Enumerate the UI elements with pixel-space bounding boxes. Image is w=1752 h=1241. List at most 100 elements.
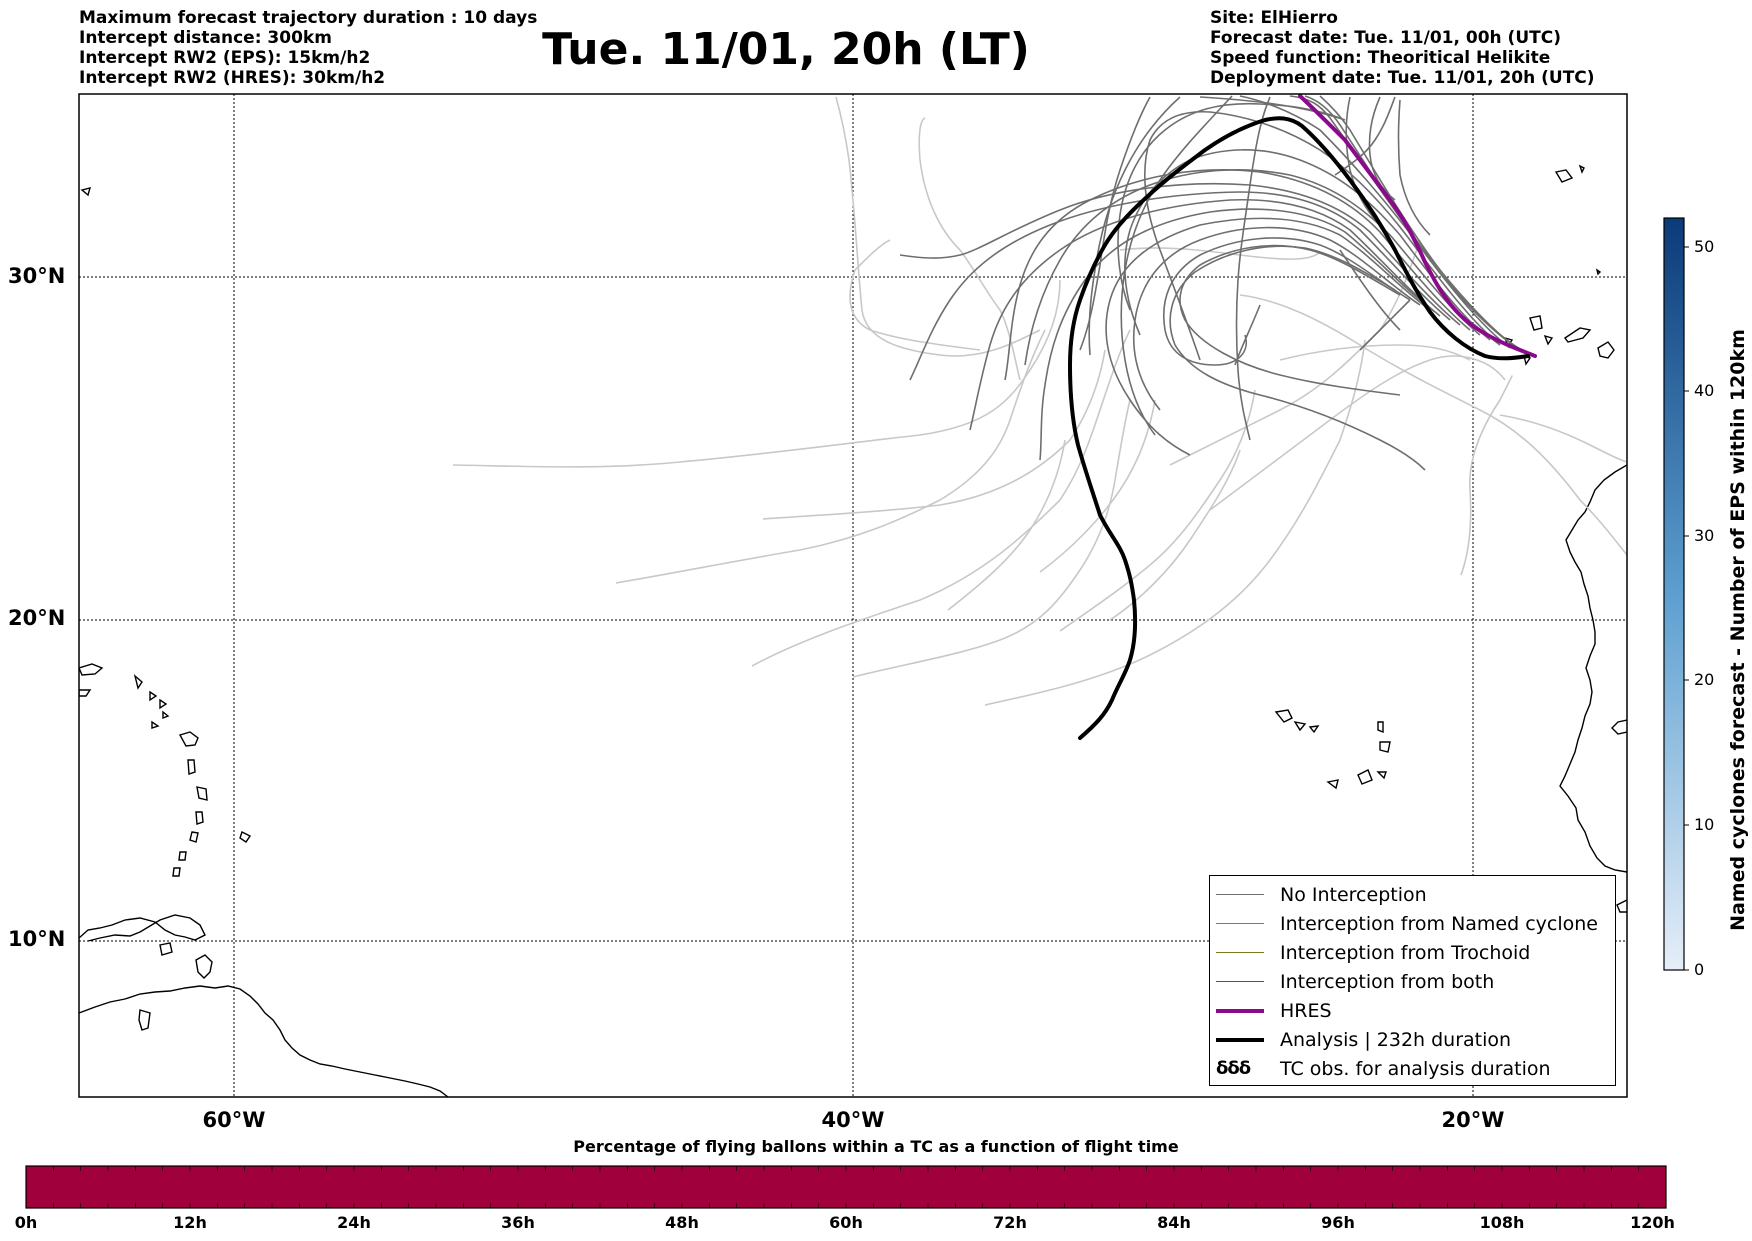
legend-swatch (1216, 952, 1264, 953)
coastline-antilles (79, 689, 92, 697)
page-title: Tue. 11/01, 20h (LT) (542, 24, 1030, 75)
legend-label: No Interception (1280, 883, 1427, 906)
lon-label-20w: 20°W (1441, 1108, 1505, 1132)
legend-label: Interception from Named cyclone (1280, 912, 1598, 935)
lon-label-40w: 40°W (821, 1108, 885, 1132)
legend-label: TC obs. for analysis duration (1280, 1057, 1551, 1080)
coastline-cape-verde (1326, 779, 1339, 790)
coastline-canary-islands (1597, 341, 1615, 359)
time-tick-label: 84h (1157, 1213, 1191, 1232)
eps-track (1235, 96, 1271, 441)
hres-track (1298, 94, 1537, 358)
coastline-antilles (162, 710, 170, 720)
coastline-antilles (178, 731, 199, 747)
coastline-antilles (196, 786, 208, 801)
lat-label-20n: 20°N (8, 606, 66, 630)
time-tick-label: 48h (665, 1213, 699, 1232)
eps-track (1234, 249, 1401, 366)
lat-label-30n: 30°N (8, 264, 66, 288)
eps-track (1109, 449, 1241, 621)
coastline-antilles (133, 674, 143, 690)
header-right-line: Site: ElHierro (1210, 8, 1338, 28)
legend-swatch (1216, 1037, 1264, 1042)
coastline-antilles (80, 187, 92, 197)
coastline-canary-islands (1529, 315, 1543, 331)
coastline-madeira (1578, 164, 1585, 174)
eps-track (984, 339, 1366, 706)
header-left-line: Intercept RW2 (HRES): 30km/h2 (79, 68, 386, 88)
coastline-trinidad (195, 954, 213, 979)
legend-item-trochoid: Interception from Trochoid (1210, 938, 1615, 967)
eps-track (1345, 96, 1381, 226)
coastline-antilles (189, 831, 199, 843)
coastline-island (138, 1009, 151, 1031)
lon-label-60w: 60°W (202, 1108, 266, 1132)
coastline-antilles (79, 663, 104, 676)
eps-track (1039, 399, 1156, 573)
coastline-canary-islands (1543, 334, 1554, 346)
eps-track (762, 349, 1106, 520)
eps-track (1460, 375, 1513, 576)
time-tick-label: 36h (501, 1213, 535, 1232)
eps-track (1499, 414, 1627, 463)
eps-track (909, 191, 1451, 381)
colorbar-tick-label: 30 (1694, 526, 1715, 545)
coastline-antilles (195, 811, 204, 825)
coastline-antilles (172, 867, 181, 877)
coastline-antilles (178, 851, 187, 861)
colorbar-tick-label: 0 (1694, 960, 1705, 979)
eps-track (1059, 389, 1256, 632)
colorbar-bottom-title: Percentage of flying ballons within a TC… (573, 1137, 1179, 1156)
legend-swatch (1216, 981, 1264, 982)
colorbar-tick-label: 10 (1694, 815, 1715, 834)
time-tick-label: 24h (337, 1213, 371, 1232)
header-left-line: Intercept distance: 300km (79, 28, 332, 48)
legend-label: Interception from Trochoid (1280, 941, 1531, 964)
colorbar-tick-label: 50 (1694, 237, 1715, 256)
coastline-caribbean-south (79, 914, 206, 942)
legend-label: HRES (1280, 999, 1332, 1022)
coastline-madeira (1554, 169, 1574, 183)
eps-track (1039, 208, 1436, 461)
coastline-cape-verde (1293, 720, 1307, 732)
coastline-cape-verde (1377, 721, 1384, 734)
coastline-antilles (149, 690, 158, 702)
eps-track (918, 117, 1021, 381)
header-left: Maximum forecast trajectory duration : 1… (79, 8, 537, 88)
eps-track (1088, 96, 1181, 356)
time-tick-label: 120h (1630, 1213, 1675, 1232)
map-frame (78, 93, 1628, 1098)
eps-track (1117, 96, 1346, 311)
coastline-west-africa-bays (1611, 719, 1627, 735)
legend-item-both: Interception from both (1210, 967, 1615, 996)
eps-track (615, 329, 1046, 584)
coastline-cape-verde (1379, 741, 1391, 753)
coastlines (79, 164, 1627, 1097)
time-tick-label: 108h (1479, 1213, 1525, 1232)
time-tick-label: 72h (993, 1213, 1027, 1232)
eps-track (899, 182, 1461, 326)
coastline-island (159, 942, 173, 956)
legend-swatch (1216, 894, 1264, 895)
eps-track (1239, 95, 1511, 349)
coastline-antilles (239, 831, 252, 843)
eps-track (1079, 96, 1151, 351)
eps-track (1120, 95, 1233, 436)
colorbar-right (1663, 217, 1685, 971)
eps-no-interception-tracks (899, 95, 1531, 471)
coastline-cape-verde (1274, 709, 1293, 723)
eps-track (1132, 226, 1421, 411)
eps-track (969, 198, 1441, 431)
eps-faint-tracks (452, 96, 1627, 706)
coastline-south-america (79, 985, 449, 1097)
colorbar-tick-label: 40 (1694, 381, 1715, 400)
tc-obs-symbol-icon: δδδ (1216, 1058, 1251, 1079)
coastline-west-africa (1559, 464, 1627, 873)
eps-track (849, 239, 981, 351)
coastline-antilles (159, 698, 168, 710)
legend: No Interception Interception from Named … (1209, 875, 1616, 1086)
eps-track (1169, 245, 1426, 471)
eps-track (1144, 110, 1501, 361)
eps-track (452, 279, 1061, 468)
